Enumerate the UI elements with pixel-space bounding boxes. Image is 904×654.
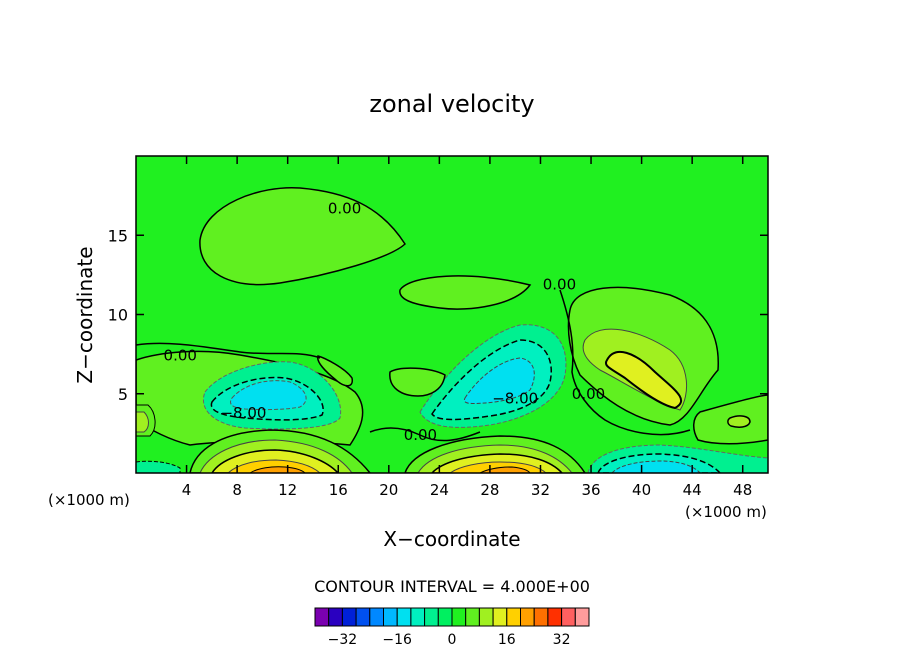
colorbar-tick-label: −32 xyxy=(328,632,358,648)
x-tick-label: 32 xyxy=(531,481,550,499)
y-tick-label: 10 xyxy=(108,306,128,325)
contour-label: 0.00 xyxy=(404,426,437,444)
contour-line xyxy=(369,427,481,442)
colorbar-swatch xyxy=(383,607,398,627)
contour-region xyxy=(199,186,406,286)
contour-labels: 0.00 0.00 0.00 0.00 0.00 −8.00 −8.00 xyxy=(164,199,606,444)
x-axis: 4 8 12 16 20 24 28 32 36 40 44 48 xyxy=(182,156,752,499)
contour-region xyxy=(399,275,532,310)
colorbar-swatch xyxy=(355,607,371,627)
colorbar-swatch xyxy=(451,607,467,627)
colorbar: −32 −16 0 16 32 xyxy=(314,607,590,648)
colorbar-swatch xyxy=(506,607,521,627)
colorbar-tick-label: 16 xyxy=(498,632,516,648)
contour-label: −8.00 xyxy=(492,390,538,408)
contour-region xyxy=(611,460,701,473)
x-tick-label: 20 xyxy=(379,481,398,499)
plot-area xyxy=(136,156,768,473)
contour-line xyxy=(559,289,691,436)
x-unit-right: (×1000 m) xyxy=(685,503,767,521)
x-axis-label: X−coordinate xyxy=(383,527,520,551)
colorbar-tick-label: 0 xyxy=(448,632,457,648)
chart-title: zonal velocity xyxy=(369,90,534,118)
x-tick-label: 8 xyxy=(232,481,242,499)
x-tick-label: 40 xyxy=(632,481,651,499)
contour-region xyxy=(389,367,446,397)
colorbar-swatch xyxy=(314,607,330,627)
colorbar-swatch xyxy=(369,607,384,627)
contour-region xyxy=(727,415,751,428)
contour-region xyxy=(317,355,354,387)
colorbar-swatch xyxy=(547,607,563,627)
colorbar-swatch xyxy=(465,607,480,627)
colorbar-swatch xyxy=(533,607,549,627)
contour-label: 0.00 xyxy=(572,385,605,403)
colorbar-tick-label: −16 xyxy=(382,632,412,648)
y-tick-label: 15 xyxy=(108,226,128,245)
x-unit-left: (×1000 m) xyxy=(48,491,130,509)
y-tick-label: 5 xyxy=(118,385,128,404)
colorbar-swatch xyxy=(424,607,439,627)
colorbar-swatch xyxy=(341,607,357,627)
y-axis: 5 10 15 xyxy=(108,226,768,404)
colorbar-swatch xyxy=(410,607,426,627)
colorbar-swatch xyxy=(396,607,412,627)
colorbar-swatch xyxy=(561,607,576,627)
colorbar-swatch xyxy=(574,607,590,627)
contour-label: 0.00 xyxy=(543,275,576,293)
x-tick-label: 12 xyxy=(278,481,297,499)
contour-region xyxy=(463,357,535,404)
x-tick-label: 24 xyxy=(430,481,449,499)
colorbar-swatch xyxy=(437,607,453,627)
colorbar-swatch xyxy=(520,607,535,627)
y-axis-label: Z−coordinate xyxy=(73,246,97,383)
contour-region xyxy=(230,380,307,411)
x-tick-label: 16 xyxy=(329,481,348,499)
contour-interval-text: CONTOUR INTERVAL = 4.000E+00 xyxy=(314,577,590,596)
contour-label: 0.00 xyxy=(328,199,361,217)
contour-line xyxy=(136,342,321,359)
contour-region xyxy=(136,460,181,473)
x-tick-label: 48 xyxy=(733,481,752,499)
contour-label: 0.00 xyxy=(164,347,197,365)
x-tick-label: 36 xyxy=(581,481,600,499)
contour-region xyxy=(605,351,683,410)
contour-label: −8.00 xyxy=(220,404,266,422)
colorbar-swatch xyxy=(328,607,343,627)
x-tick-label: 4 xyxy=(182,481,192,499)
x-tick-label: 44 xyxy=(683,481,702,499)
contour-region xyxy=(479,466,531,473)
colorbar-swatch xyxy=(478,607,494,627)
contour-region xyxy=(249,466,306,473)
x-tick-label: 28 xyxy=(480,481,499,499)
colorbar-swatch xyxy=(492,607,508,627)
contour-region xyxy=(136,411,149,433)
colorbar-tick-label: 32 xyxy=(553,632,571,648)
